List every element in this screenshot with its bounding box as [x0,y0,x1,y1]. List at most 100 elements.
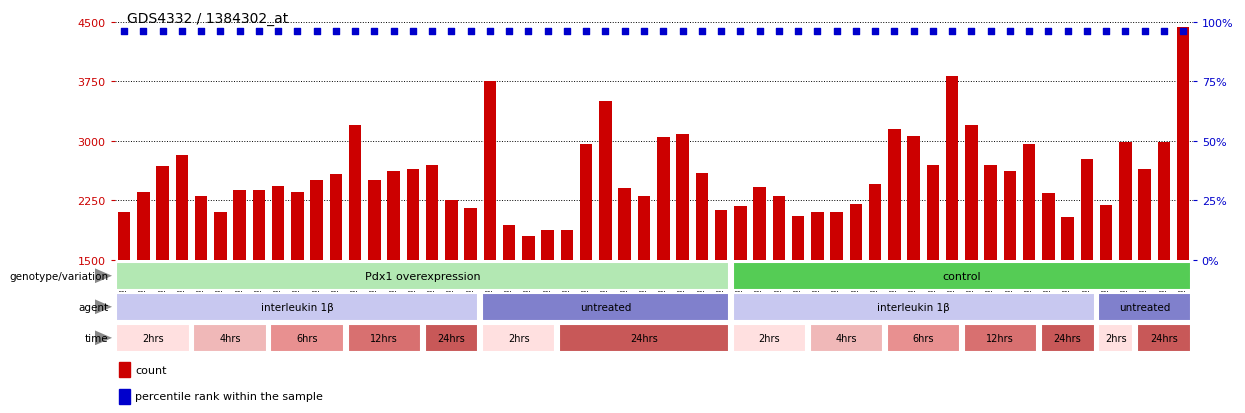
Polygon shape [95,268,112,284]
Point [692,29,712,36]
Bar [1081,160,1093,379]
FancyBboxPatch shape [117,293,478,321]
Point [654,29,674,36]
Bar [120,389,129,404]
Bar [1158,142,1170,379]
FancyBboxPatch shape [809,324,883,352]
Bar [908,137,920,379]
Point [403,29,423,36]
Bar [120,363,129,377]
Bar [580,145,593,379]
Point [923,29,942,36]
Bar [1061,218,1074,379]
Bar [560,231,573,379]
Point [383,29,403,36]
Point [326,29,346,36]
Bar [1003,171,1016,379]
Text: untreated: untreated [1119,302,1170,312]
Point [481,29,500,36]
Point [904,29,924,36]
Point [1038,29,1058,36]
FancyBboxPatch shape [732,293,1094,321]
Text: 24hrs: 24hrs [1053,333,1082,343]
Point [731,29,751,36]
Bar [464,209,477,379]
Point [461,29,481,36]
Bar [349,126,361,379]
Point [538,29,558,36]
Point [827,29,847,36]
Text: 2hrs: 2hrs [508,333,529,343]
Bar [715,210,727,379]
FancyBboxPatch shape [886,324,960,352]
FancyBboxPatch shape [193,324,266,352]
Bar [330,175,342,379]
Point [576,29,596,36]
Point [1134,29,1154,36]
Bar [676,135,688,379]
Point [442,29,462,36]
FancyBboxPatch shape [425,324,478,352]
Text: 12hrs: 12hrs [370,333,398,343]
Bar [310,181,322,379]
FancyBboxPatch shape [559,324,728,352]
Text: GDS4332 / 1384302_at: GDS4332 / 1384302_at [127,12,289,26]
Text: Pdx1 overexpression: Pdx1 overexpression [365,271,481,281]
Point [1173,29,1193,36]
Point [634,29,654,36]
Text: control: control [942,271,981,281]
Text: 12hrs: 12hrs [986,333,1015,343]
Bar [195,197,208,379]
Bar [888,130,900,379]
Text: interleukin 1β: interleukin 1β [878,302,950,312]
Bar [772,197,786,379]
Point [1096,29,1116,36]
Bar [503,225,515,379]
Bar [176,156,188,379]
Text: interleukin 1β: interleukin 1β [261,302,334,312]
Bar [214,213,227,379]
FancyBboxPatch shape [732,324,806,352]
Bar [426,165,438,379]
Text: 4hrs: 4hrs [219,333,240,343]
FancyBboxPatch shape [117,262,728,290]
Text: agent: agent [78,302,108,312]
Bar [1119,142,1132,379]
Text: 6hrs: 6hrs [296,333,317,343]
Point [133,29,153,36]
Bar [830,213,843,379]
Bar [233,190,247,379]
Bar [735,206,747,379]
FancyBboxPatch shape [964,324,1037,352]
Bar [849,205,862,379]
Point [288,29,308,36]
Point [422,29,442,36]
Bar [271,187,284,379]
Bar [926,165,939,379]
Point [153,29,173,36]
Point [518,29,538,36]
Bar [1177,28,1189,379]
Bar [446,201,458,379]
Bar [118,213,131,379]
Point [1057,29,1077,36]
Point [1020,29,1040,36]
Text: 2hrs: 2hrs [758,333,779,343]
Text: 2hrs: 2hrs [142,333,164,343]
Polygon shape [95,299,112,315]
Bar [965,126,977,379]
FancyBboxPatch shape [1098,293,1190,321]
FancyBboxPatch shape [482,324,555,352]
Bar [291,192,304,379]
Point [557,29,576,36]
Text: 24hrs: 24hrs [1150,333,1178,343]
Point [210,29,230,36]
Point [942,29,962,36]
Bar [753,188,766,379]
Point [115,29,134,36]
Bar [369,181,381,379]
Text: 24hrs: 24hrs [630,333,657,343]
Bar [657,138,670,379]
Point [981,29,1001,36]
FancyBboxPatch shape [1137,324,1190,352]
